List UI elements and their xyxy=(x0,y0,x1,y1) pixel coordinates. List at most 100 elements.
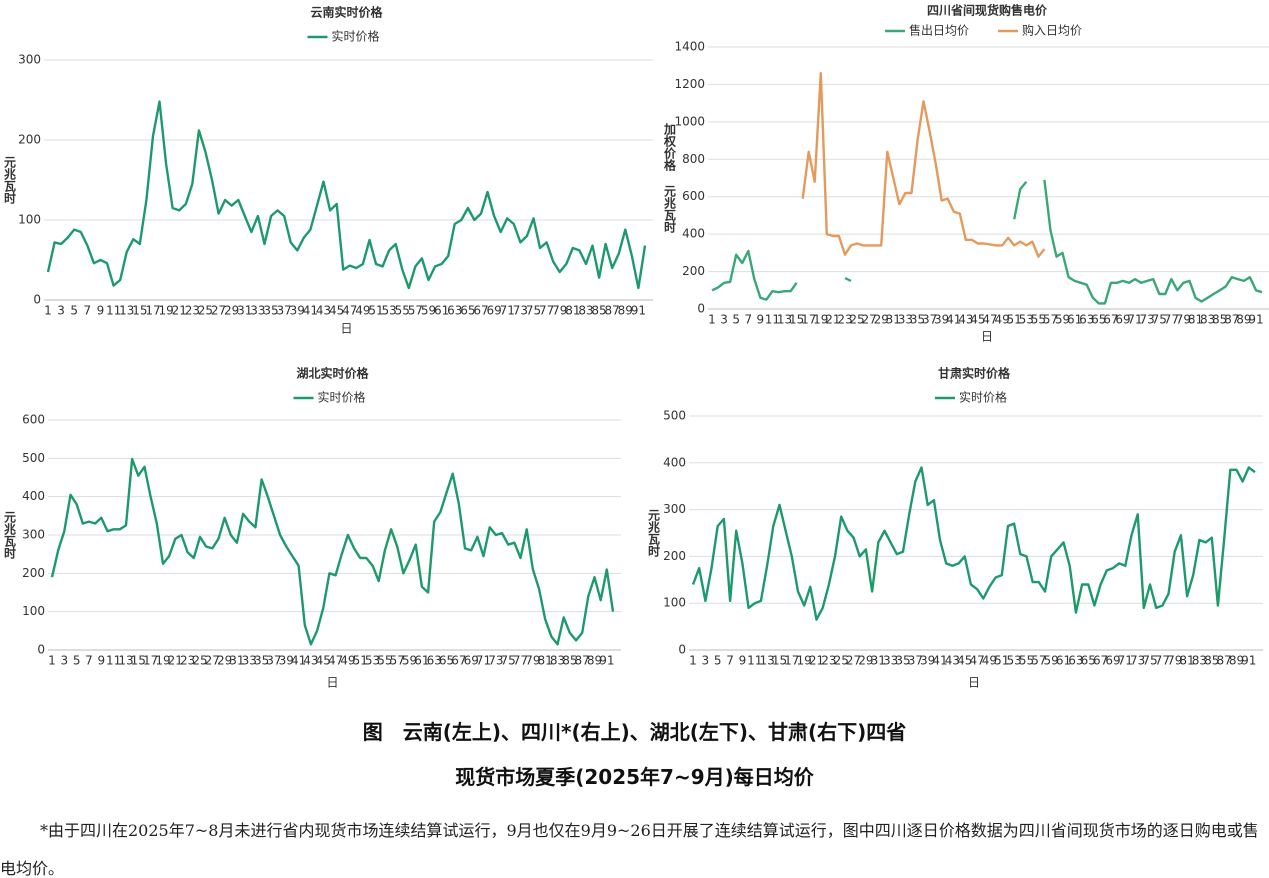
x-tick-label: 15 xyxy=(131,654,146,668)
legend-label: 实时价格 xyxy=(959,390,1007,405)
legend-label: 实时价格 xyxy=(318,390,366,405)
x-tick-label: 77 xyxy=(539,304,554,318)
x-tick-label: 89 xyxy=(1229,654,1244,668)
x-tick-label: 21 xyxy=(809,654,824,668)
x-tick-label: 11 xyxy=(747,654,762,668)
x-tick-label: 61 xyxy=(1067,313,1082,327)
y-tick-label: 1000 xyxy=(674,114,705,128)
x-tick-label: 51 xyxy=(1007,313,1022,327)
x-tick-label: 55 xyxy=(395,304,410,318)
x-tick-label: 45 xyxy=(329,304,344,318)
x-tick-label: 35 xyxy=(895,654,910,668)
x-tick-label: 79 xyxy=(1167,654,1182,668)
x-tick-label: 9 xyxy=(739,654,747,668)
x-tick-label: 83 xyxy=(578,304,593,318)
x-tick-label: 1 xyxy=(48,654,56,668)
x-tick-label: 57 xyxy=(1031,654,1046,668)
caption-line: 现货市场夏季(2025年7~9月)每日均价 xyxy=(455,765,814,789)
x-tick-label: 73 xyxy=(513,304,528,318)
x-tick-label: 65 xyxy=(1081,654,1096,668)
x-axis-label: 日 xyxy=(340,322,352,336)
y-tick-label: 100 xyxy=(663,596,686,610)
x-tick-label: 33 xyxy=(883,654,898,668)
x-tick-label: 43 xyxy=(958,313,973,327)
x-tick-label: 91 xyxy=(631,304,646,318)
x-tick-label: 73 xyxy=(1140,313,1155,327)
x-tick-label: 39 xyxy=(934,313,949,327)
y-tick-label: 500 xyxy=(22,451,45,465)
x-axis-label: 日 xyxy=(981,330,993,344)
chart-title: 云南实时价格 xyxy=(310,5,383,20)
x-tick-label: 81 xyxy=(565,304,580,318)
footnote: *由于四川在2025年7~8月未进行省内现货市场连续结算试运行，9月也仅在9月9… xyxy=(0,821,1259,878)
x-tick-label: 25 xyxy=(198,304,213,318)
x-tick-label: 9 xyxy=(97,304,105,318)
line-series xyxy=(801,72,1046,258)
x-tick-label: 65 xyxy=(1091,313,1106,327)
x-tick-label: 71 xyxy=(1127,313,1142,327)
x-tick-label: 51 xyxy=(353,654,368,668)
x-tick-label: 43 xyxy=(945,654,960,668)
x-tick-label: 51 xyxy=(994,654,1009,668)
y-tick-label: 200 xyxy=(682,264,705,278)
x-tick-label: 19 xyxy=(797,654,812,668)
y-tick-label: 200 xyxy=(18,133,41,147)
x-tick-label: 77 xyxy=(1155,654,1170,668)
x-tick-label: 71 xyxy=(1118,654,1133,668)
y-axis-label: 元兆瓦时 xyxy=(3,511,17,560)
x-tick-label: 47 xyxy=(982,313,997,327)
y-tick-label: 200 xyxy=(22,566,45,580)
x-tick-label: 77 xyxy=(513,654,528,668)
y-tick-label: 600 xyxy=(682,189,705,203)
x-tick-label: 51 xyxy=(368,304,383,318)
y-tick-label: 400 xyxy=(682,227,705,241)
y-tick-label: 0 xyxy=(678,643,686,657)
x-tick-label: 27 xyxy=(846,654,861,668)
x-tick-label: 89 xyxy=(587,654,602,668)
x-tick-label: 37 xyxy=(908,654,923,668)
x-tick-label: 87 xyxy=(1224,313,1239,327)
x-tick-label: 45 xyxy=(970,313,985,327)
x-tick-label: 13 xyxy=(119,304,134,318)
x-tick-label: 63 xyxy=(1079,313,1094,327)
x-tick-label: 73 xyxy=(1130,654,1145,668)
x-tick-label: 45 xyxy=(957,654,972,668)
x-tick-label: 75 xyxy=(1142,654,1157,668)
x-tick-label: 71 xyxy=(500,304,515,318)
y-tick-label: 300 xyxy=(22,528,45,542)
x-tick-label: 17 xyxy=(801,313,816,327)
x-tick-label: 29 xyxy=(217,654,232,668)
x-tick-label: 19 xyxy=(813,313,828,327)
chart-title: 四川省间现货购售电价 xyxy=(927,3,1048,18)
x-tick-label: 67 xyxy=(451,654,466,668)
x-tick-label: 15 xyxy=(132,304,147,318)
x-tick-label: 81 xyxy=(1188,313,1203,327)
x-tick-label: 9 xyxy=(97,654,105,668)
x-tick-label: 53 xyxy=(382,304,397,318)
x-tick-label: 27 xyxy=(205,654,220,668)
y-tick-label: 300 xyxy=(663,502,686,516)
x-tick-label: 83 xyxy=(1200,313,1215,327)
x-tick-label: 49 xyxy=(994,313,1009,327)
x-tick-label: 89 xyxy=(1236,313,1251,327)
x-tick-label: 55 xyxy=(1019,654,1034,668)
x-tick-label: 43 xyxy=(316,304,331,318)
x-tick-label: 35 xyxy=(910,313,925,327)
x-tick-label: 31 xyxy=(237,304,252,318)
x-tick-label: 61 xyxy=(434,304,449,318)
x-tick-label: 41 xyxy=(932,654,947,668)
x-tick-label: 53 xyxy=(365,654,380,668)
line-series xyxy=(50,457,615,646)
x-tick-label: 31 xyxy=(229,654,244,668)
x-tick-label: 25 xyxy=(849,313,864,327)
x-tick-label: 31 xyxy=(871,654,886,668)
x-tick-label: 25 xyxy=(192,654,207,668)
x-tick-label: 33 xyxy=(250,304,265,318)
y-tick-label: 0 xyxy=(37,643,45,657)
x-tick-label: 5 xyxy=(70,304,78,318)
y-axis-label: 元兆瓦时 xyxy=(3,156,17,205)
x-tick-label: 1 xyxy=(689,654,697,668)
x-tick-label: 7 xyxy=(85,654,93,668)
x-tick-label: 11 xyxy=(106,654,121,668)
